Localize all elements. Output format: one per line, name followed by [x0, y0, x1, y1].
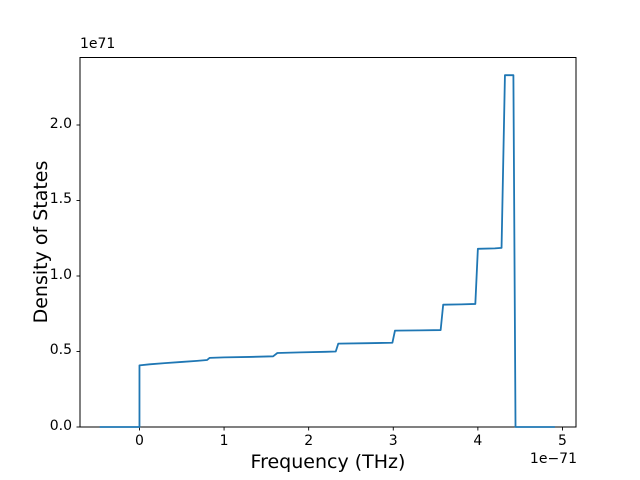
y-tick-label: 2.0: [49, 115, 72, 132]
x-tick-label: 3: [388, 433, 398, 449]
y-tick-label: 0.5: [49, 342, 72, 359]
x-tick-label: 2: [304, 433, 314, 449]
axes-frame: [79, 57, 577, 428]
y-tick-label: 1.5: [49, 191, 72, 208]
y-tick-label: 1.0: [49, 266, 72, 283]
x-tick-label: 4: [473, 433, 483, 449]
y-tick-label: 0.0: [49, 418, 72, 434]
x-tick-label: 0: [135, 433, 144, 449]
x-tick-label: 1: [219, 433, 229, 449]
x-axis-offset-text: 1e−71: [529, 451, 577, 467]
x-axis-label: Frequency (THz): [250, 451, 406, 473]
y-axis-label: Density of States: [30, 160, 52, 324]
x-tick-label: 5: [557, 433, 567, 449]
y-axis-offset-text: 1e71: [80, 36, 116, 52]
dos-line: [99, 74, 555, 428]
